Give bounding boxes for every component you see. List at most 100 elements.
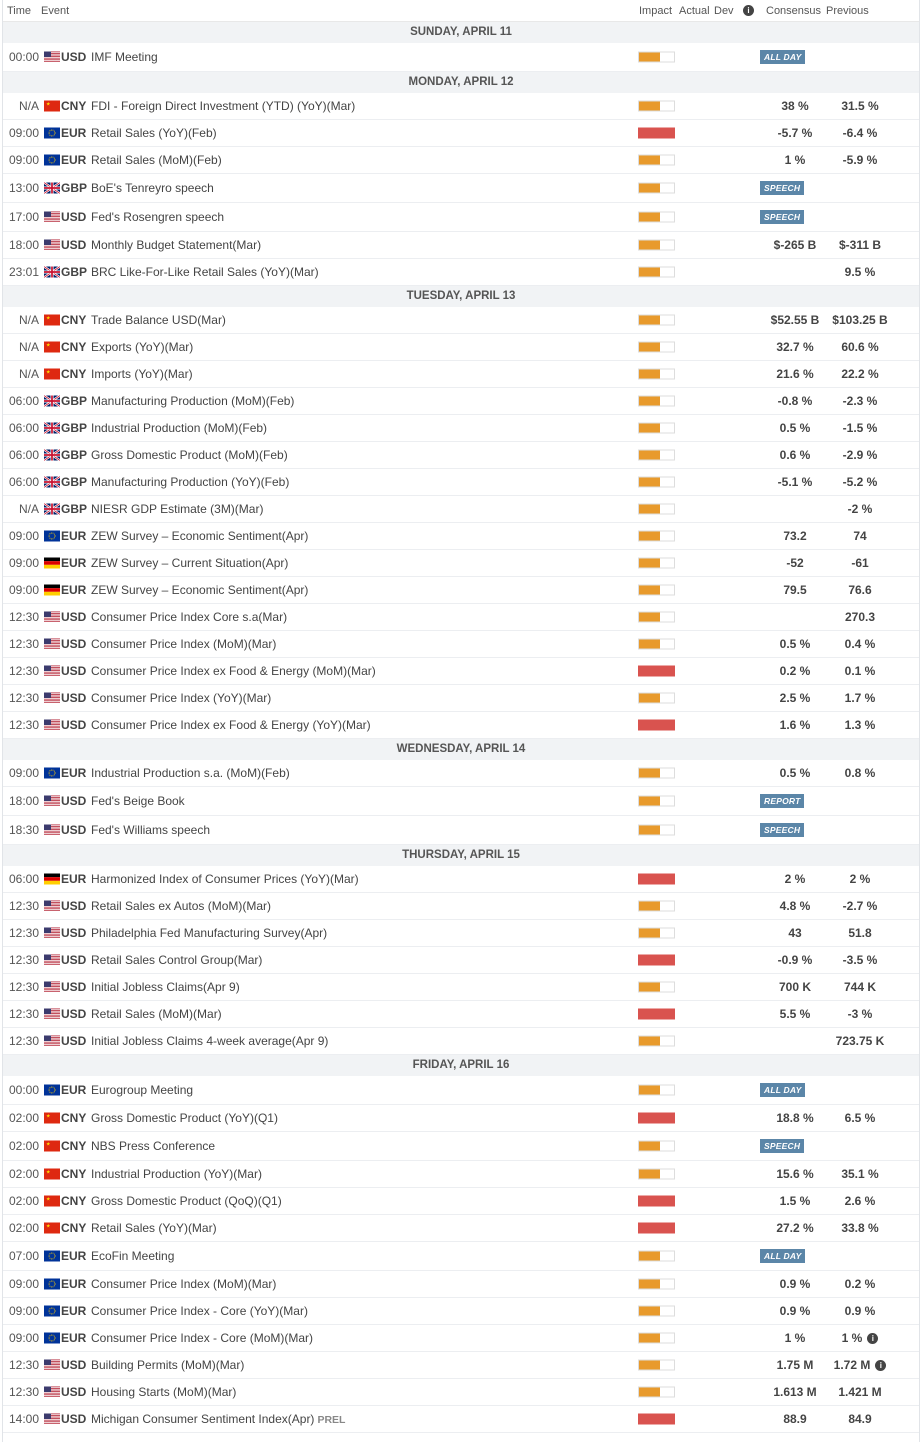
event-title[interactable]: Retail Sales (MoM)(Mar) xyxy=(91,1007,222,1021)
event-title[interactable]: ZEW Survey – Economic Sentiment(Apr) xyxy=(91,529,309,543)
event-title[interactable]: Monthly Budget Statement(Mar) xyxy=(91,238,262,252)
event-name[interactable]: Fed's Williams speech xyxy=(91,823,210,837)
event-title[interactable]: BoE's Tenreyro speech xyxy=(91,181,214,195)
event-row[interactable]: 12:30 USD Initial Jobless Claims 4-week av… xyxy=(3,1028,919,1055)
event-row[interactable]: 17:00 USD Fed's Rosengren speech SPEECH xyxy=(3,203,919,232)
event-name[interactable]: Manufacturing Production (YoY)(Feb) xyxy=(91,475,289,489)
event-title[interactable]: Consumer Price Index - Core (YoY)(Mar) xyxy=(91,1304,308,1318)
event-row[interactable]: 06:00 GBP Industrial Production (MoM)(Feb)… xyxy=(3,415,919,442)
event-name[interactable]: Imports (YoY)(Mar) xyxy=(91,367,193,381)
event-title[interactable]: Gross Domestic Product (QoQ)(Q1) xyxy=(91,1194,282,1208)
event-title[interactable]: Initial Jobless Claims(Apr 9) xyxy=(91,980,240,994)
event-name[interactable]: Eurogroup Meeting xyxy=(91,1083,193,1097)
event-title[interactable]: Initial Jobless Claims 4-week average(Ap… xyxy=(91,1034,329,1048)
event-name[interactable]: Retail Sales (MoM)(Feb) xyxy=(91,153,222,167)
event-name[interactable]: Retail Sales (MoM)(Mar) xyxy=(91,1007,222,1021)
event-title[interactable]: Fed's Beige Book xyxy=(91,794,185,808)
event-title[interactable]: Manufacturing Production (YoY)(Feb) xyxy=(91,475,290,489)
event-row[interactable]: 13:00 GBP BoE's Tenreyro speech SPEECH xyxy=(3,174,919,203)
event-name[interactable]: Philadelphia Fed Manufacturing Survey(Ap… xyxy=(91,926,327,940)
event-name[interactable]: Gross Domestic Product (YoY)(Q1) xyxy=(91,1111,278,1125)
header-event[interactable]: Event xyxy=(41,5,70,17)
event-row[interactable]: 06:00 GBP Gross Domestic Product (MoM)(Feb… xyxy=(3,442,919,469)
event-name[interactable]: Michigan Consumer Sentiment Index(Apr) PR… xyxy=(91,1412,345,1426)
header-actual[interactable]: Actual xyxy=(679,5,710,17)
event-name[interactable]: Building Permits (MoM)(Mar) xyxy=(91,1358,244,1372)
event-name[interactable]: IMF Meeting xyxy=(91,50,158,64)
event-name[interactable]: NIESR GDP Estimate (3M)(Mar) xyxy=(91,502,263,516)
event-row[interactable]: 06:00 EUR Harmonized Index of Consumer Pri… xyxy=(3,866,919,893)
event-title[interactable]: Retail Sales (MoM)(Feb) xyxy=(91,153,222,167)
event-title[interactable]: BRC Like-For-Like Retail Sales (YoY)(Mar… xyxy=(91,265,319,279)
event-title[interactable]: FDI - Foreign Direct Investment (YTD) (Y… xyxy=(91,99,356,113)
event-name[interactable]: NBS Press Conference xyxy=(91,1139,215,1153)
event-title[interactable]: Retail Sales ex Autos (MoM)(Mar) xyxy=(91,899,272,913)
event-title[interactable]: Building Permits (MoM)(Mar) xyxy=(91,1358,245,1372)
event-row[interactable]: 12:30 USD Philadelphia Fed Manufacturing S… xyxy=(3,920,919,947)
event-title[interactable]: Retail Sales (YoY)(Feb) xyxy=(91,126,217,140)
event-name[interactable]: ZEW Survey – Economic Sentiment(Apr) xyxy=(91,529,308,543)
event-title[interactable]: NIESR GDP Estimate (3M)(Mar) xyxy=(91,502,264,516)
event-title[interactable]: Consumer Price Index ex Food & Energy (Y… xyxy=(91,718,371,732)
event-title[interactable]: Philadelphia Fed Manufacturing Survey(Ap… xyxy=(91,926,328,940)
event-row[interactable]: 06:00 GBP Manufacturing Production (YoY)(F… xyxy=(3,469,919,496)
event-name[interactable]: Industrial Production (MoM)(Feb) xyxy=(91,421,267,435)
event-title[interactable]: Industrial Production (YoY)(Mar) xyxy=(91,1167,262,1181)
event-title[interactable]: Imports (YoY)(Mar) xyxy=(91,367,193,381)
event-name[interactable]: Fed's Rosengren speech xyxy=(91,210,224,224)
event-title[interactable]: Retail Sales Control Group(Mar) xyxy=(91,953,263,967)
event-title[interactable]: Michigan Consumer Sentiment Index(Apr) xyxy=(91,1412,315,1426)
event-row[interactable]: N/A ★ CNY Trade Balance USD(Mar) $52.55 B $10… xyxy=(3,307,919,334)
event-row[interactable]: 12:30 USD Retail Sales (MoM)(Mar) 5.5 % -3 % xyxy=(3,1001,919,1028)
event-title[interactable]: Consumer Price Index Core s.a(Mar) xyxy=(91,610,288,624)
event-row[interactable]: 09:00 EUR ZEW Survey – Economic Sentiment(… xyxy=(3,577,919,604)
header-impact[interactable]: Impact xyxy=(639,5,673,17)
event-name[interactable]: Consumer Price Index ex Food & Energy (M… xyxy=(91,664,376,678)
event-title[interactable]: Eurogroup Meeting xyxy=(91,1083,194,1097)
event-title[interactable]: Exports (YoY)(Mar) xyxy=(91,340,194,354)
event-name[interactable]: Harmonized Index of Consumer Prices (YoY… xyxy=(91,872,359,886)
event-name[interactable]: Monthly Budget Statement(Mar) xyxy=(91,238,261,252)
event-name[interactable]: Retail Sales (YoY)(Mar) xyxy=(91,1221,217,1235)
event-name[interactable]: Consumer Price Index ex Food & Energy (Y… xyxy=(91,718,371,732)
event-row[interactable]: 02:00 ★ CNY Gross Domestic Product (QoQ)(Q1… xyxy=(3,1188,919,1215)
event-title[interactable]: Fed's Rosengren speech xyxy=(91,210,225,224)
event-name[interactable]: Fed's Beige Book xyxy=(91,794,185,808)
event-row[interactable]: 18:00 USD Monthly Budget Statement(Mar) $-2… xyxy=(3,232,919,259)
event-title[interactable]: Harmonized Index of Consumer Prices (YoY… xyxy=(91,872,359,886)
event-title[interactable]: Consumer Price Index (YoY)(Mar) xyxy=(91,691,272,705)
event-title[interactable]: Industrial Production s.a. (MoM)(Feb) xyxy=(91,766,290,780)
event-row[interactable]: 12:30 USD Consumer Price Index Core s.a(Ma… xyxy=(3,604,919,631)
event-row[interactable]: 18:00 USD Fed's Beige Book REPORT xyxy=(3,787,919,816)
event-row[interactable]: N/A ★ CNY Imports (YoY)(Mar) 21.6 % 22.2 % xyxy=(3,361,919,388)
event-name[interactable]: BoE's Tenreyro speech xyxy=(91,181,214,195)
event-row[interactable]: 00:00 EUR Eurogroup Meeting ALL DAY xyxy=(3,1076,919,1105)
event-name[interactable]: Gross Domestic Product (MoM)(Feb) xyxy=(91,448,288,462)
event-row[interactable]: 07:00 EUR EcoFin Meeting ALL DAY xyxy=(3,1242,919,1271)
event-name[interactable]: Industrial Production s.a. (MoM)(Feb) xyxy=(91,766,290,780)
event-name[interactable]: Manufacturing Production (MoM)(Feb) xyxy=(91,394,294,408)
event-row[interactable]: 09:00 EUR Retail Sales (MoM)(Feb) 1 % -5.9 % xyxy=(3,147,919,174)
event-row[interactable]: 02:00 ★ CNY Gross Domestic Product (YoY)(Q1… xyxy=(3,1105,919,1132)
event-row[interactable]: 09:00 EUR Consumer Price Index - Core (MoM… xyxy=(3,1325,919,1352)
event-row[interactable]: 02:00 ★ CNY Industrial Production (YoY)(Mar… xyxy=(3,1161,919,1188)
event-row[interactable]: N/A GBP NIESR GDP Estimate (3M)(Mar) -2 % xyxy=(3,496,919,523)
event-row[interactable]: 02:00 ★ CNY NBS Press Conference SPEECH xyxy=(3,1132,919,1161)
event-row[interactable]: 02:00 ★ CNY Retail Sales (YoY)(Mar) 27.2 % 33… xyxy=(3,1215,919,1242)
event-row[interactable]: 09:00 EUR Consumer Price Index - Core (YoY… xyxy=(3,1298,919,1325)
event-title[interactable]: Consumer Price Index (MoM)(Mar) xyxy=(91,637,277,651)
event-row[interactable]: 09:00 EUR ZEW Survey – Economic Sentiment(… xyxy=(3,523,919,550)
event-name[interactable]: Consumer Price Index Core s.a(Mar) xyxy=(91,610,287,624)
event-title[interactable]: Consumer Price Index (MoM)(Mar) xyxy=(91,1277,277,1291)
info-icon[interactable]: i xyxy=(875,1360,887,1371)
event-row[interactable]: 12:30 USD Consumer Price Index ex Food & E… xyxy=(3,658,919,685)
event-name[interactable]: BRC Like-For-Like Retail Sales (YoY)(Mar… xyxy=(91,265,319,279)
event-name[interactable]: Consumer Price Index (YoY)(Mar) xyxy=(91,691,271,705)
info-icon[interactable]: i xyxy=(743,5,754,16)
event-name[interactable]: ZEW Survey – Current Situation(Apr) xyxy=(91,556,288,570)
event-title[interactable]: Industrial Production (MoM)(Feb) xyxy=(91,421,268,435)
event-title[interactable]: Consumer Price Index ex Food & Energy (M… xyxy=(91,664,376,678)
event-row[interactable]: 06:00 GBP Manufacturing Production (MoM)(F… xyxy=(3,388,919,415)
event-name[interactable]: Consumer Price Index - Core (YoY)(Mar) xyxy=(91,1304,308,1318)
event-name[interactable]: Consumer Price Index - Core (MoM)(Mar) xyxy=(91,1331,313,1345)
